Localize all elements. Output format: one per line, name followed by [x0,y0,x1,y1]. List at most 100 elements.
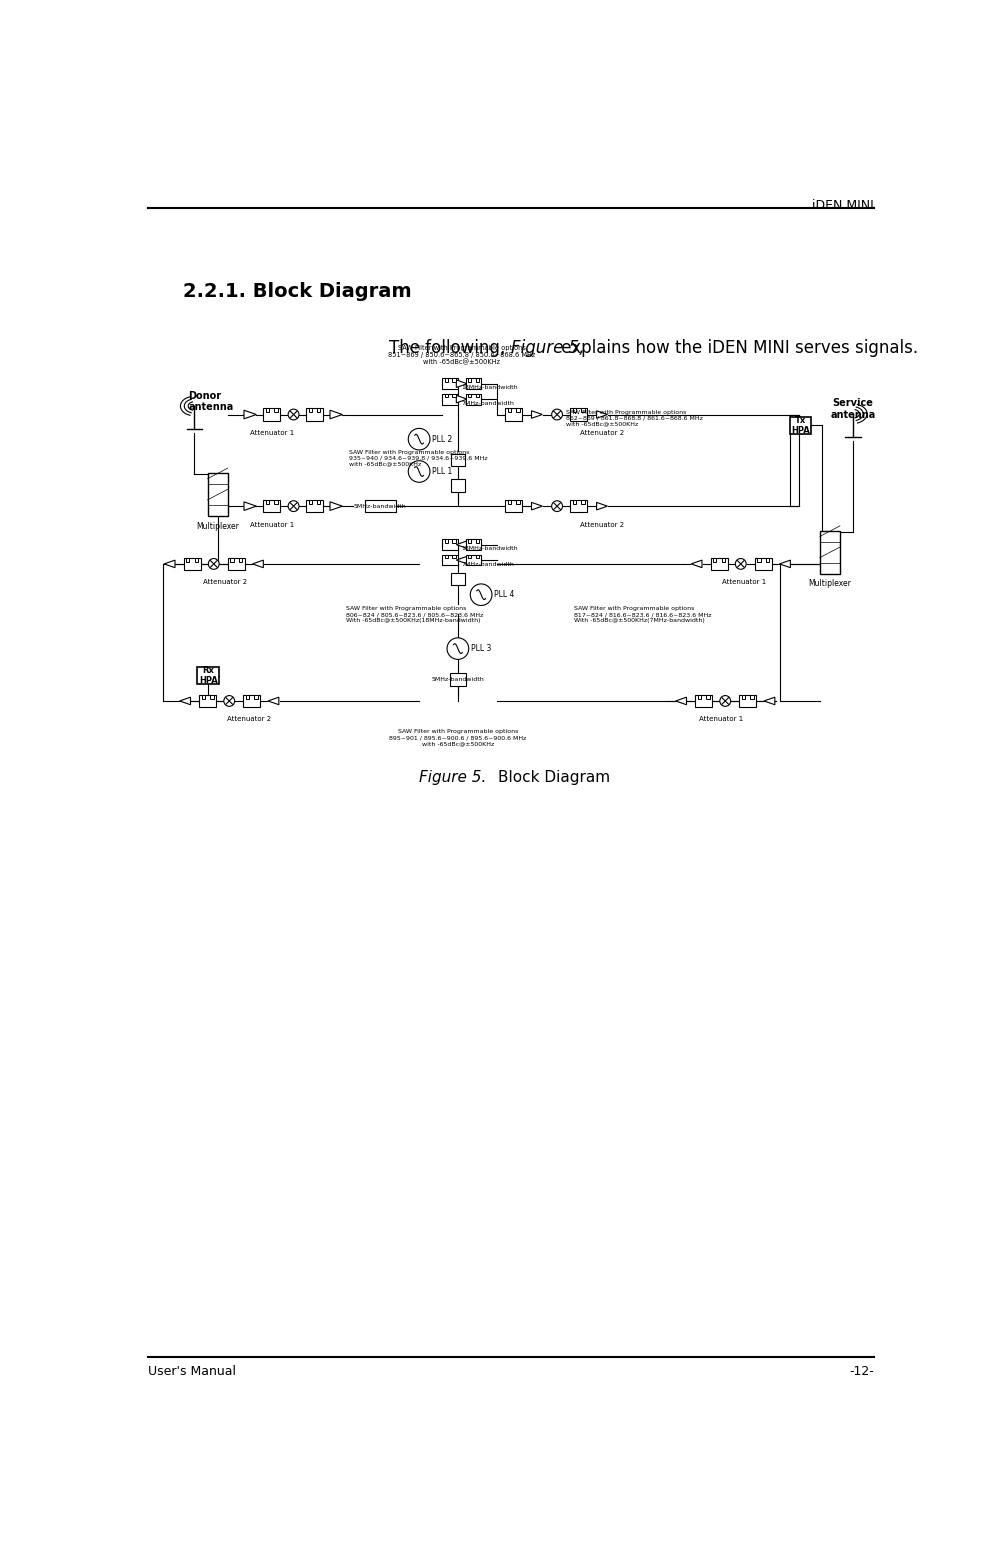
Text: 18MHz-bandwidth: 18MHz-bandwidth [462,546,518,550]
Bar [230,558,233,561]
Bar [468,393,471,398]
Text: User's Manual: User's Manual [148,1365,236,1378]
Bar [468,378,471,383]
Bar [476,393,479,398]
Circle shape [736,558,746,569]
Polygon shape [252,560,263,568]
Text: Attenuator 1: Attenuator 1 [250,429,294,435]
Bar [476,378,479,383]
Text: Attenuator 2: Attenuator 2 [580,429,624,435]
Circle shape [208,558,219,569]
Bar [197,667,219,684]
Bar [451,574,465,586]
Bar [706,695,710,698]
Text: Tx
HPA: Tx HPA [791,415,810,435]
Bar [581,501,585,504]
Text: Service
antenna: Service antenna [831,398,875,420]
Circle shape [720,695,731,706]
Bar [742,695,745,698]
Bar [227,558,244,571]
Bar [274,409,278,412]
Bar [183,558,200,571]
Bar [453,393,456,398]
Polygon shape [244,411,256,418]
Bar [365,501,396,512]
Bar [751,695,754,698]
Bar [451,479,465,491]
Polygon shape [244,502,256,510]
Text: 5MHz-bandwidth: 5MHz-bandwidth [354,504,407,508]
Text: Attenuator 2: Attenuator 2 [203,580,247,585]
Bar [453,555,456,558]
Circle shape [551,409,562,420]
Bar [505,501,522,512]
Bar [453,540,456,543]
Circle shape [447,638,469,659]
Text: Multiplexer: Multiplexer [809,580,851,588]
Bar [186,558,189,561]
Bar [820,532,839,574]
Bar [306,501,323,512]
Polygon shape [596,502,607,510]
Text: -12-: -12- [849,1365,874,1378]
Bar [443,393,458,404]
Bar [505,409,522,421]
Bar [453,378,456,383]
Bar [476,540,479,543]
Circle shape [409,460,430,482]
Polygon shape [457,557,468,564]
Text: PLL 3: PLL 3 [471,644,492,653]
Bar [507,501,511,504]
Bar [766,558,770,561]
Bar [445,393,448,398]
Bar [468,540,471,543]
Bar [308,501,312,504]
Bar [194,558,198,561]
Text: 7MHz-bandwidth: 7MHz-bandwidth [462,401,514,406]
Text: 2.2.1. Block Diagram: 2.2.1. Block Diagram [182,281,412,302]
Text: Donor
antenna: Donor antenna [188,390,233,412]
Circle shape [223,695,234,706]
Text: Attenuator 1: Attenuator 1 [699,717,744,723]
Bar [466,555,482,566]
Text: SAW Filter with Programmable options
806~824 / 805.6~823.6 / 805.6~823.6 MHz
Wit: SAW Filter with Programmable options 806… [346,606,483,624]
Bar [201,695,205,698]
Bar [274,501,278,504]
Polygon shape [596,411,607,418]
Bar [306,409,323,421]
Text: Block Diagram: Block Diagram [460,770,610,785]
Bar [573,501,576,504]
Text: SAW Filter with Programmable options
817~824 / 816.6~823.6 / 816.6~823.6 MHz
Wit: SAW Filter with Programmable options 817… [574,606,712,624]
Bar [570,409,587,421]
Bar [308,409,312,412]
Polygon shape [457,541,468,549]
Bar [263,409,280,421]
Bar [443,378,458,389]
Bar [254,695,257,698]
Polygon shape [764,697,775,704]
Bar [450,673,466,686]
Bar [466,393,482,404]
Circle shape [471,585,492,605]
Bar [722,558,725,561]
Text: PLL 2: PLL 2 [433,435,453,443]
Polygon shape [268,697,279,704]
Polygon shape [330,502,342,510]
Bar [266,409,269,412]
Bar [443,555,458,566]
Text: Rx
HPA: Rx HPA [199,666,217,686]
Text: Multiplexer: Multiplexer [196,521,239,530]
Circle shape [288,409,299,420]
Polygon shape [691,560,702,568]
Bar [263,501,280,512]
Bar [445,378,448,383]
Text: 7MHz-bandwidth: 7MHz-bandwidth [462,561,514,566]
Text: The following,: The following, [389,339,510,358]
Polygon shape [457,379,468,387]
Text: SAW Filter with Programmable options
935~940 / 934.6~939.8 / 934.6~939.6 MHz
wit: SAW Filter with Programmable options 935… [349,449,488,466]
Bar [445,555,448,558]
Bar [239,558,242,561]
Bar [758,558,761,561]
Text: Figure 5,: Figure 5, [510,339,584,358]
Circle shape [551,501,562,512]
